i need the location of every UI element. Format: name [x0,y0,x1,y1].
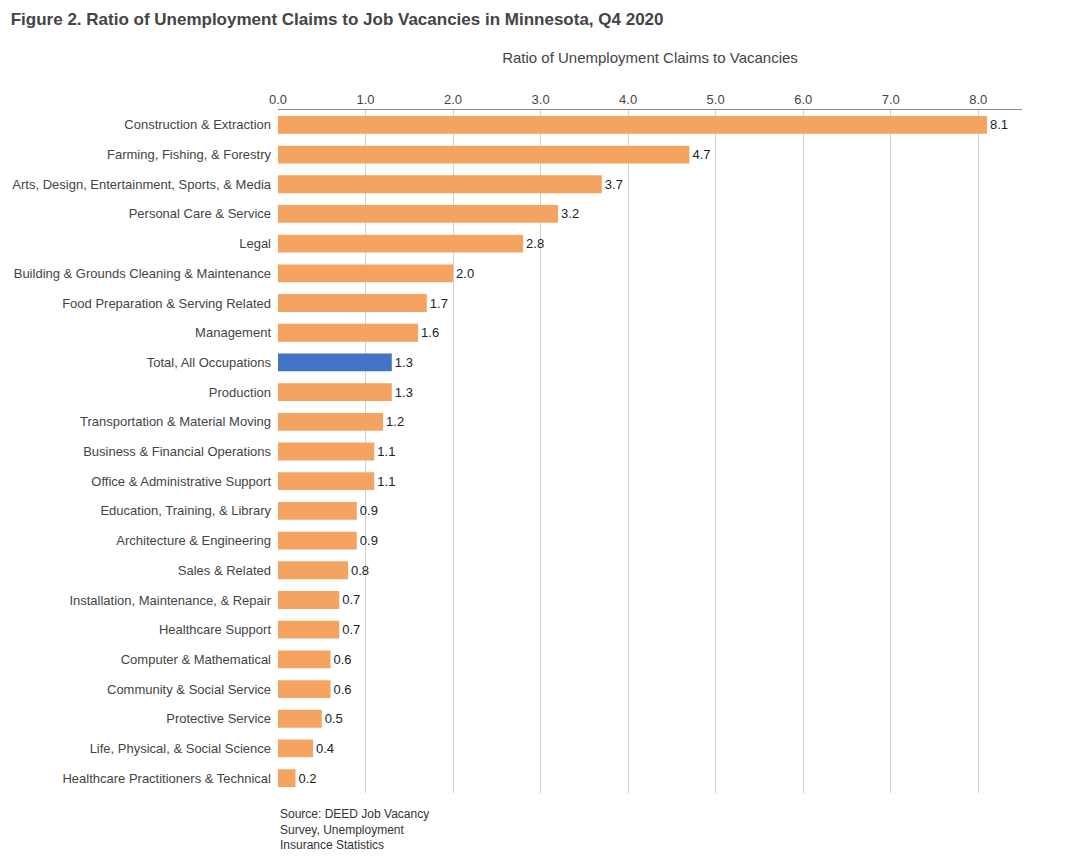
svg-text:3.2: 3.2 [561,206,579,221]
svg-text:Arts, Design, Entertainment, S: Arts, Design, Entertainment, Sports, & M… [12,177,271,192]
svg-text:Farming, Fishing, & Forestry: Farming, Fishing, & Forestry [107,147,271,162]
svg-text:Office & Administrative Suppor: Office & Administrative Support [91,474,271,489]
svg-text:0.8: 0.8 [351,563,369,578]
svg-text:Community & Social Service: Community & Social Service [107,682,271,697]
svg-text:0.6: 0.6 [334,682,352,697]
svg-text:Life, Physical, & Social Scien: Life, Physical, & Social Science [90,741,271,756]
svg-text:2.8: 2.8 [526,236,544,251]
svg-text:Food Preparation & Serving Rel: Food Preparation & Serving Related [62,296,271,311]
svg-text:8.1: 8.1 [990,117,1008,132]
svg-text:Total, All Occupations: Total, All Occupations [147,355,272,370]
svg-text:Personal Care & Service: Personal Care & Service [129,206,271,221]
svg-text:1.7: 1.7 [430,296,448,311]
svg-text:0.9: 0.9 [360,533,378,548]
svg-text:0.4: 0.4 [316,741,334,756]
svg-text:5.0: 5.0 [707,92,725,107]
svg-text:2.0: 2.0 [444,92,462,107]
svg-text:Transportation & Material Movi: Transportation & Material Moving [80,414,271,429]
svg-text:Business & Financial Operation: Business & Financial Operations [83,444,271,459]
svg-text:1.1: 1.1 [377,474,395,489]
svg-text:3.7: 3.7 [605,177,623,192]
svg-text:1.3: 1.3 [395,355,413,370]
svg-text:Education, Training, & Library: Education, Training, & Library [100,503,271,518]
svg-text:Computer & Mathematical: Computer & Mathematical [121,652,271,667]
svg-text:0.0: 0.0 [269,92,287,107]
svg-text:1.1: 1.1 [377,444,395,459]
svg-text:Source: DEED Job VacancySurvey: Source: DEED Job VacancySurvey, Unemploy… [280,807,429,852]
svg-text:Building & Grounds Cleaning &: Building & Grounds Cleaning & Maintenanc… [14,266,271,281]
svg-text:0.2: 0.2 [299,771,317,786]
svg-text:1.3: 1.3 [395,385,413,400]
svg-text:4.0: 4.0 [619,92,637,107]
svg-text:1.2: 1.2 [386,414,404,429]
svg-text:4.7: 4.7 [692,147,710,162]
svg-text:3.0: 3.0 [532,92,550,107]
svg-text:1.0: 1.0 [356,92,374,107]
svg-text:Ratio of Unemployment Claims t: Ratio of Unemployment Claims to Vacancie… [502,49,798,66]
svg-text:Healthcare Practitioners & Tec: Healthcare Practitioners & Technical [62,771,271,786]
svg-text:Figure 2. Ratio of Unemploymen: Figure 2. Ratio of Unemployment Claims t… [11,10,664,29]
svg-text:Production: Production [209,385,271,400]
svg-text:0.7: 0.7 [342,622,360,637]
svg-text:Architecture & Engineering: Architecture & Engineering [116,533,271,548]
svg-text:2.0: 2.0 [456,266,474,281]
svg-text:7.0: 7.0 [882,92,900,107]
svg-text:Legal: Legal [239,236,271,251]
svg-text:0.7: 0.7 [342,592,360,607]
svg-text:Installation, Maintenance, & R: Installation, Maintenance, & Repair [69,593,271,608]
svg-text:1.6: 1.6 [421,325,439,340]
svg-text:Healthcare Support: Healthcare Support [159,622,271,637]
svg-text:Management: Management [195,325,271,340]
svg-text:6.0: 6.0 [794,92,812,107]
svg-text:8.0: 8.0 [969,92,987,107]
svg-text:Sales & Related: Sales & Related [178,563,271,578]
svg-text:0.6: 0.6 [334,652,352,667]
svg-text:Construction & Extraction: Construction & Extraction [124,117,271,132]
svg-text:Protective Service: Protective Service [166,711,271,726]
svg-text:0.5: 0.5 [325,711,343,726]
svg-text:0.9: 0.9 [360,503,378,518]
